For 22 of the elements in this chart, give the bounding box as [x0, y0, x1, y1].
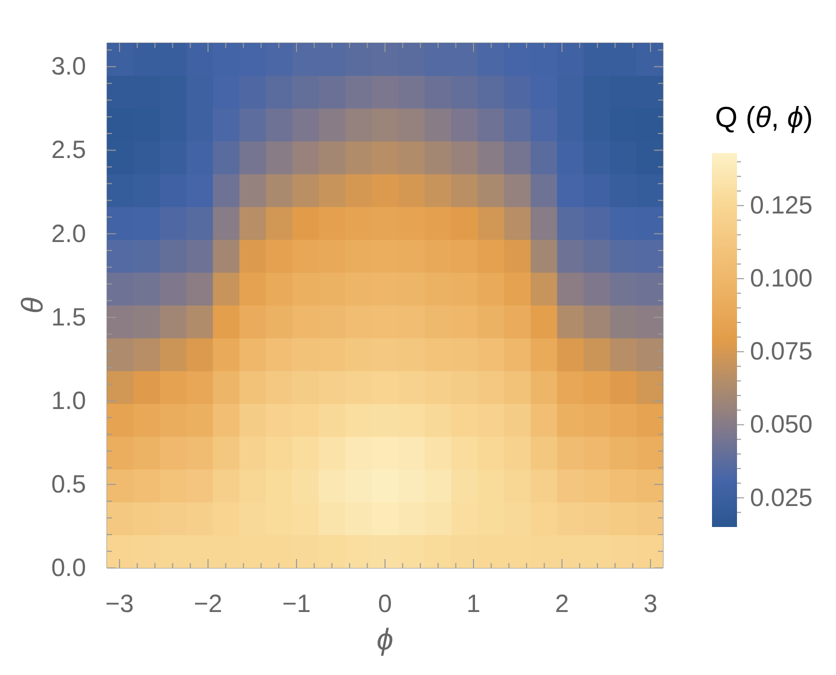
y-tick-label: 1.5	[51, 303, 86, 332]
y-tick-label: 2.0	[51, 220, 86, 248]
y-tick-label: 3.0	[51, 52, 86, 81]
color-bar-label: 0.125	[750, 192, 813, 220]
color-bar-label: 0.050	[750, 410, 813, 439]
x-tick-label: −2	[194, 590, 222, 618]
y-axis-title: θ	[16, 296, 50, 314]
x-tick-label: 0	[378, 590, 392, 618]
y-tick-label: 2.5	[51, 136, 86, 164]
x-tick-label: 1	[466, 590, 480, 618]
x-axis-title: ϕ	[376, 624, 394, 656]
y-tick-label: 1.0	[51, 386, 86, 415]
x-tick-label: 3	[644, 590, 658, 618]
x-tick-label: 2	[555, 590, 569, 618]
color-bar-title: Q (θ, ϕ)	[715, 102, 813, 134]
color-bar-label: 0.025	[750, 484, 813, 512]
color-bar-label: 0.075	[750, 338, 813, 366]
x-tick-label: −1	[282, 590, 311, 618]
x-tick-label: −3	[105, 590, 134, 618]
y-tick-label: 0.5	[51, 470, 86, 498]
color-bar-label: 0.100	[750, 264, 813, 293]
y-tick-label: 0.0	[51, 554, 86, 582]
